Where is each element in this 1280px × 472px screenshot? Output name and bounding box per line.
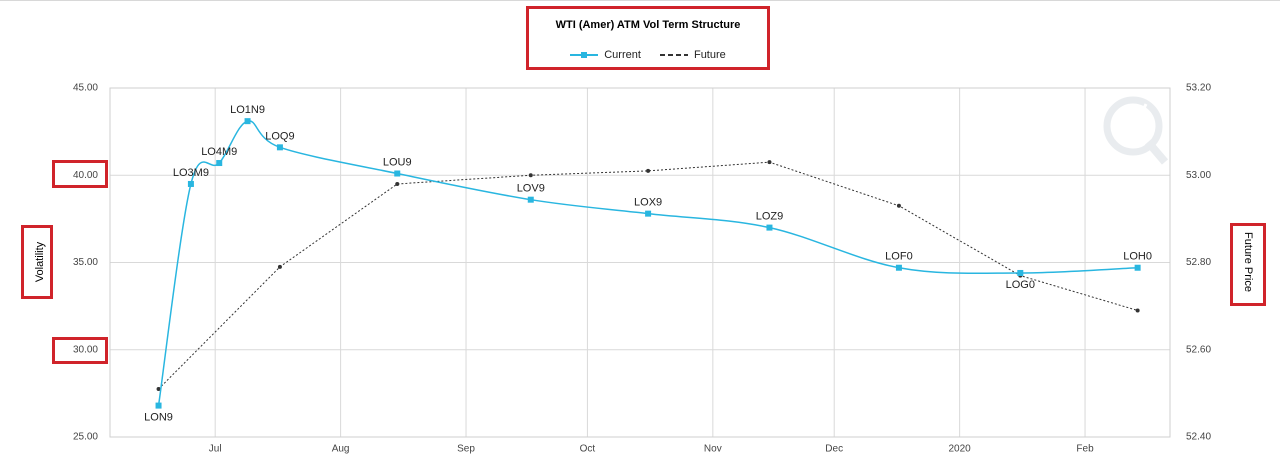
current-point	[187, 180, 194, 187]
current-point	[895, 264, 902, 271]
grid	[109, 87, 1171, 438]
point-label: LOF0	[885, 251, 913, 263]
point-label: LOG0	[1006, 279, 1035, 291]
y-left-tick-label: 35.00	[73, 257, 98, 268]
future-point	[1135, 308, 1140, 313]
x-tick-label: Aug	[332, 444, 350, 455]
chart-legend: Current Future	[529, 49, 767, 63]
legend-future-swatch	[659, 50, 688, 60]
current-point	[394, 170, 401, 177]
legend-item-future[interactable]: Future	[659, 49, 726, 61]
y-left-tick-label: 40.00	[73, 170, 98, 181]
y-right-tick-label: 52.40	[1186, 432, 1211, 443]
future-point	[896, 203, 901, 208]
legend-current-swatch	[570, 50, 599, 60]
point-label: LO4M9	[201, 146, 237, 158]
point-label: LOV9	[517, 183, 545, 195]
current-point	[527, 196, 534, 203]
y-left-tick-label: 45.00	[73, 83, 98, 94]
current-point	[1134, 264, 1141, 271]
future-point	[277, 264, 282, 269]
future-point	[156, 387, 161, 392]
current-point	[216, 160, 223, 167]
current-point	[155, 402, 162, 409]
y-left-tick-label: 25.00	[73, 432, 98, 443]
plot-frame	[109, 87, 1171, 438]
future-point	[395, 181, 400, 186]
point-label: LOZ9	[756, 211, 784, 223]
y-right-tick-label: 53.20	[1186, 83, 1211, 94]
future-line	[158, 161, 1138, 390]
current-point	[244, 118, 251, 125]
legend-current-label: Current	[604, 49, 641, 61]
y-right-tick-label: 52.60	[1186, 344, 1211, 355]
x-tick-label: Sep	[457, 444, 475, 455]
y-right-tick-label: 52.80	[1186, 257, 1211, 268]
y-right-tick-label: 53.00	[1186, 170, 1211, 181]
x-tick-label: Feb	[1076, 444, 1094, 455]
x-tick-label: 2020	[948, 444, 971, 455]
series-future	[156, 160, 1140, 392]
point-label: LOU9	[383, 157, 412, 169]
current-point	[645, 210, 652, 217]
point-label: LO3M9	[173, 167, 209, 179]
point-label: LOX9	[634, 197, 662, 209]
current-point	[1017, 269, 1024, 276]
x-tick-label: Nov	[704, 444, 722, 455]
legend-future-label: Future	[693, 49, 726, 61]
axes: 25.00 30.00 35.00 40.00 45.00 52.40 52.60 52.80…	[73, 83, 1211, 455]
y-right-axis-title: Future Price	[1242, 232, 1254, 292]
annotation-box-ytick-30	[52, 337, 108, 364]
point-labels: LON9 LO3M9 LO4M9 LO1N9 LOQ9 LOU9 LOV9 LOX9 LOZ9 L…	[144, 104, 1152, 423]
top-rule	[0, 0, 1280, 1]
y-left-axis-title: Volatility	[34, 241, 46, 282]
current-line	[157, 120, 1138, 406]
x-tick-label: Dec	[825, 444, 843, 455]
legend-item-current[interactable]: Current	[570, 49, 641, 61]
point-label: LON9	[144, 412, 173, 424]
annotation-box-volatility	[21, 225, 53, 299]
current-point	[766, 224, 773, 231]
x-tick-label: Oct	[580, 444, 596, 455]
current-point	[276, 144, 283, 151]
y-left-tick-label: 30.00	[73, 344, 98, 355]
annotation-box-ytick-40	[52, 160, 108, 188]
annotation-box-future-price	[1230, 223, 1266, 306]
future-point	[528, 173, 533, 178]
point-label: LOH0	[1123, 251, 1152, 263]
point-label: LO1N9	[230, 104, 265, 116]
future-point	[767, 160, 772, 165]
x-tick-label: Jul	[209, 444, 222, 455]
series-current	[155, 118, 1141, 409]
future-point	[646, 168, 651, 173]
chart-title-box: WTI (Amer) ATM Vol Term Structure Curren…	[526, 6, 770, 70]
point-label: LOQ9	[265, 130, 294, 142]
chart-title: WTI (Amer) ATM Vol Term Structure	[555, 19, 741, 31]
watermark-logo-icon	[1103, 96, 1169, 165]
